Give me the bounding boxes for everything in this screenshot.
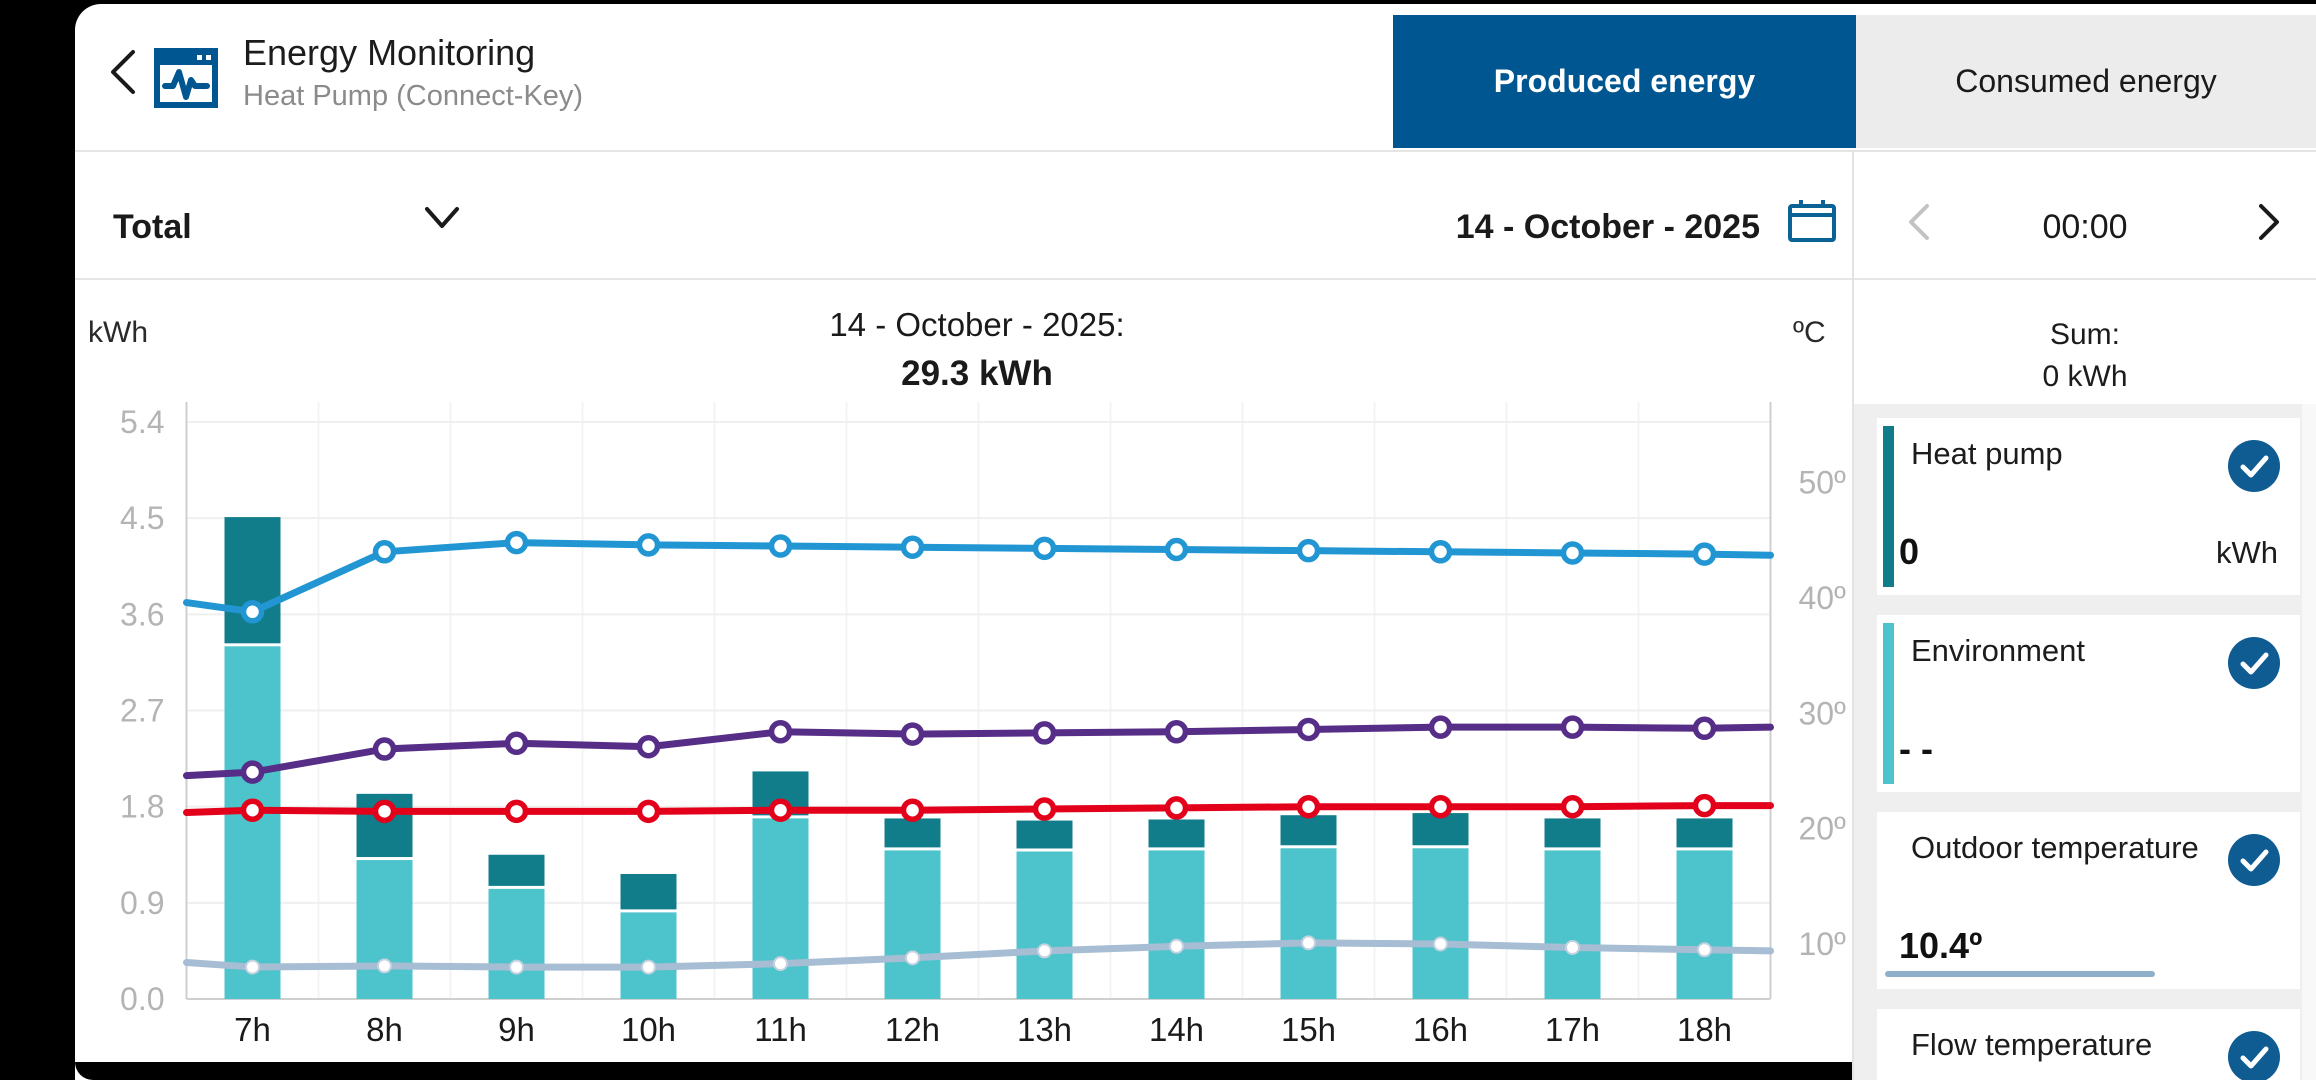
back-button[interactable] [105, 44, 165, 114]
legend-card-environment[interactable]: Environment - - [1877, 615, 2300, 792]
legend-color-bar [1883, 426, 1894, 587]
legend-card-flow-temperature[interactable]: Flow temperature [1877, 1009, 2300, 1080]
right-axis-unit: ºC [1793, 316, 1826, 349]
screen-bezel-bottom [75, 1062, 1852, 1080]
tab-consumed-energy[interactable]: Consumed energy [1856, 15, 2316, 148]
svg-text:16h: 16h [1413, 1011, 1468, 1048]
time-prev-button[interactable] [1901, 200, 1945, 248]
svg-text:20º: 20º [1799, 811, 1847, 847]
legend-underline [1885, 971, 2155, 977]
filter-divider [75, 278, 2316, 280]
svg-text:10h: 10h [621, 1011, 676, 1048]
calendar-button[interactable] [1786, 196, 1840, 248]
svg-text:30º: 30º [1799, 695, 1847, 731]
svg-text:7h: 7h [234, 1011, 271, 1048]
chevron-down-icon [425, 207, 459, 228]
svg-text:8h: 8h [366, 1011, 403, 1048]
svg-text:9h: 9h [498, 1011, 535, 1048]
series-visibility-checkbox[interactable] [2228, 1031, 2280, 1080]
legend-card-outdoor-temperature[interactable]: Outdoor temperature 10.4º [1877, 812, 2300, 989]
legend-card-value: 10.4º [1899, 925, 1983, 966]
sum-value: 0 kWh [2042, 360, 2128, 393]
series-visibility-checkbox[interactable] [2228, 440, 2280, 492]
tab-produced-energy[interactable]: Produced energy [1393, 15, 1856, 148]
svg-text:50º: 50º [1799, 465, 1847, 501]
svg-text:40º: 40º [1799, 580, 1847, 616]
legend-card-value: - - [1899, 728, 1933, 769]
screen-bezel-left [0, 0, 75, 1080]
svg-text:3.6: 3.6 [120, 596, 164, 632]
svg-text:18h: 18h [1677, 1011, 1732, 1048]
series-visibility-checkbox[interactable] [2228, 834, 2280, 886]
legend-card-label: Flow temperature [1911, 1027, 2153, 1062]
date-display[interactable]: 14 - October - 2025 [1455, 208, 1760, 246]
back-chevron-icon [111, 50, 135, 94]
page-title: Energy Monitoring [243, 32, 536, 73]
chart-canvas[interactable]: 5.4 4.5 3.6 2.7 1.8 0.9 0.0 50º 40º 30º 20º 10º 7h 8h… [75, 4, 2316, 1080]
svg-text:5.4: 5.4 [120, 404, 164, 440]
series-visibility-checkbox[interactable] [2228, 637, 2280, 689]
period-selector-label[interactable]: Total [113, 208, 192, 246]
svg-text:0.0: 0.0 [120, 981, 164, 1017]
check-icon [2228, 440, 2280, 492]
time-next-button[interactable] [2251, 200, 2295, 248]
svg-text:11h: 11h [754, 1011, 807, 1048]
svg-text:10º: 10º [1799, 926, 1847, 962]
legend-card-label: Environment [1911, 633, 2086, 668]
header-divider [75, 150, 2316, 152]
chart-title-date: 14 - October - 2025: [829, 306, 1125, 343]
app-window: Energy Monitoring Heat Pump (Connect-Key… [75, 4, 2316, 1080]
check-icon [2228, 834, 2280, 886]
svg-text:4.5: 4.5 [120, 500, 164, 536]
legend-card-label: Heat pump [1911, 436, 2063, 471]
svg-text:13h: 13h [1017, 1011, 1072, 1048]
check-icon [2228, 637, 2280, 689]
time-display: 00:00 [2042, 208, 2128, 246]
page-subtitle: Heat Pump (Connect-Key) [243, 80, 584, 112]
svg-text:2.7: 2.7 [120, 693, 164, 729]
legend-card-label: Outdoor temperature [1911, 830, 2199, 865]
svg-text:14h: 14h [1149, 1011, 1204, 1048]
legend-card-heat-pump[interactable]: Heat pump 0 kWh [1877, 418, 2300, 595]
app-icon [153, 44, 219, 112]
svg-text:1.8: 1.8 [120, 789, 164, 825]
svg-text:15h: 15h [1281, 1011, 1336, 1048]
svg-text:0.9: 0.9 [120, 885, 164, 921]
legend-color-bar [1883, 623, 1894, 784]
svg-text:12h: 12h [885, 1011, 940, 1048]
svg-text:17h: 17h [1545, 1011, 1600, 1048]
legend-card-unit: kWh [2216, 535, 2278, 570]
check-icon [2228, 1031, 2280, 1080]
sidebar-divider [1852, 150, 1854, 1080]
period-selector-dropdown[interactable] [423, 204, 463, 236]
legend-card-value: 0 [1899, 531, 1920, 572]
chevron-right-icon [2259, 204, 2279, 240]
legend-scrollbar[interactable] [2302, 404, 2316, 1080]
chart-title-total: 29.3 kWh [901, 354, 1053, 393]
sum-label: Sum: [2049, 318, 2121, 351]
left-axis-unit: kWh [88, 316, 148, 349]
calendar-icon [1788, 200, 1836, 242]
chevron-left-icon [1909, 204, 1929, 240]
